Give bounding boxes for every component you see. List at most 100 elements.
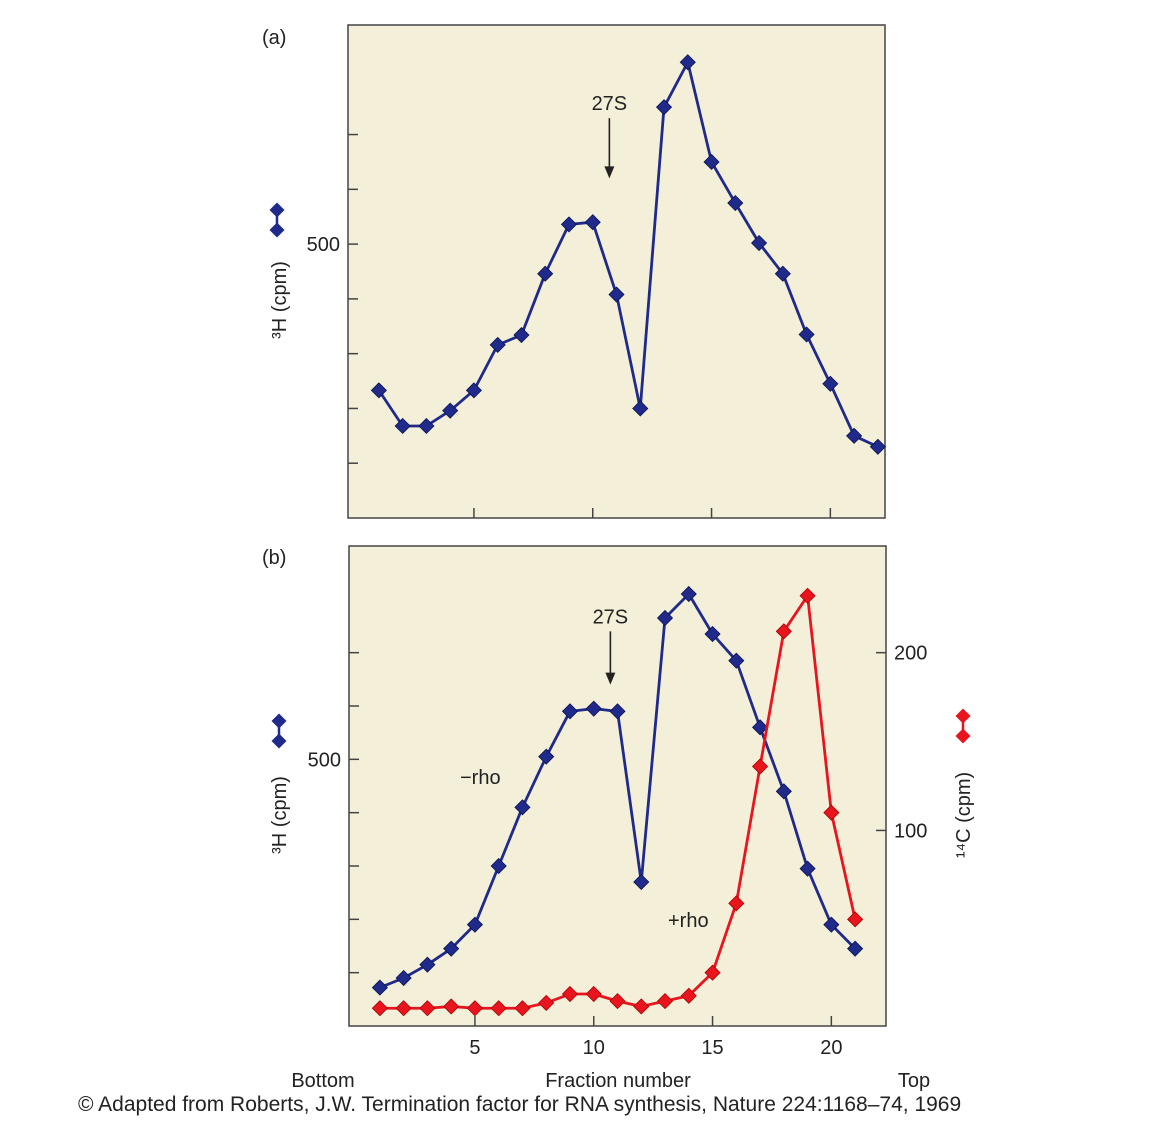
panel-b-series-0-point [585,700,602,717]
x-tick-label: 20 [820,1037,842,1059]
panel-b-series [371,585,864,1017]
panel-a-series-0-point [537,265,554,282]
x-axis-bottom-label: Bottom [291,1070,354,1092]
panel-a-ticks: 500 [307,133,832,518]
panel-b-series-1-point [561,985,579,1003]
panel-b-series-0-point [395,969,412,987]
series-label-plus-rho: +rho [668,910,709,932]
panel-a-series-0-point [774,265,791,282]
panel-b-series-1-point [466,1000,483,1017]
panel-b-legend-diamond-right-top [955,708,971,724]
panel-b-series-0-point [466,916,483,933]
panel-b-series-0-point [823,916,840,933]
panel-b-series-1-point [752,758,769,775]
panel-a-series-0-point [751,234,768,252]
panel-a-series-0-point [418,417,435,435]
panel-b-legend-diamond-left-bottom [271,733,287,749]
panel-a-series-0-point [869,438,886,455]
panel-b-legend-marker-right [955,708,971,744]
panel-a-series-0-point [703,153,720,171]
panel-b-y-tick-label: 500 [308,749,341,771]
panel-a-annotation-text: 27S [592,93,628,115]
panel-b-series-0-point [752,719,769,736]
panel-a-series-0-point [584,214,601,231]
panel-b-series-1-point [680,987,697,1004]
series-label-minus-rho: −rho [460,767,501,789]
panel-b-series-1-point [656,993,674,1010]
panel-b-series-0-point [633,873,650,891]
panel-b-series-1-point [490,1000,507,1017]
panel-a: (a) ³H (cpm) 500 27S [262,24,886,519]
panel-b-y-axis-label-right: ¹⁴C (cpm) [953,772,975,858]
panel-b-label: (b) [262,547,286,569]
panel-b-series-1-point [371,1000,388,1017]
panel-a-label: (a) [262,27,286,49]
panel-a-legend-diamond-top [269,202,285,218]
panel-b-series-0-point [775,783,792,800]
panel-b-series-0-point [656,609,674,627]
panel-b-series-0-point [609,703,626,720]
panel-b-series-1-point [799,587,816,604]
panel-a-annotation-27s: 27S [592,93,628,179]
panel-a-series-0-point [465,382,482,399]
panel-b-series-1-point [775,623,792,640]
panel-b-legend-diamond-left-top [271,713,287,729]
panel-b-annotation-27s: 27S [593,606,629,685]
panel-a-legend-diamond-bottom [269,222,285,238]
panel-a-series-0-point [822,375,839,392]
panel-b-series-0-point [371,979,388,996]
panel-a-series-0-point [513,326,530,344]
panel-a-series-0-point [655,99,673,116]
panel-b-annotation-text: 27S [593,606,629,628]
panel-b-series-0-point [799,860,816,877]
panel-a-series-0-point [608,286,625,303]
panel-b-series-1-point [443,998,460,1015]
panel-b-legend-diamond-right-bottom [955,728,971,744]
panel-b-series-0-point [419,956,436,973]
panel-b-series-0-point [847,940,864,957]
panel-b-series-1-point [538,994,555,1011]
panel-b-series-1-point [585,985,602,1003]
x-tick-label: 5 [469,1037,480,1059]
panel-b-series-1-point [514,1000,531,1017]
panel-a-series-0-point [798,326,815,343]
panel-b-series-0-point [443,940,460,957]
panel-b-plot-area [348,545,887,1027]
panel-b-y-right-tick-label: 200 [894,643,927,665]
x-axis-top-label: Top [898,1070,930,1092]
panel-b-series-1-point [633,998,650,1015]
panel-a-series-0-point [489,336,506,353]
panel-b-series-1-point [847,911,864,928]
x-tick-label: 15 [701,1037,723,1059]
panel-a-y-axis-label: ³H (cpm) [269,261,291,339]
panel-b-y-right-tick-label: 100 [894,820,927,842]
panel-b-ticks: 500 100 200 [308,643,927,1026]
panel-b-series-0-point [561,703,579,720]
panel-a-series-0-point [560,216,578,233]
panel-b-series-1-point [728,895,745,912]
panel-a-annotation-arrowhead [604,166,615,179]
x-axis-title: Fraction number [545,1070,691,1092]
panel-b-series-1-point [395,1000,412,1017]
panel-b-series-0-point [728,652,745,669]
panel-b: (b) ³H (cpm) ¹⁴C (cpm) 500 100 200 27S −rh… [262,545,975,1027]
panel-a-series-0-point [394,417,411,435]
panel-b-series-0-point [514,799,531,816]
panel-b-series-0-point [680,585,697,603]
panel-a-series [370,54,886,455]
panel-b-series-1-point [609,993,626,1010]
panel-a-series-0-point [846,427,863,444]
panel-b-series-1-point [419,1000,436,1017]
panel-a-series-0-point [727,194,744,212]
panel-b-y-axis-label-left: ³H (cpm) [269,776,291,854]
panel-b-series-0-point [490,857,507,875]
panel-a-series-0-point [442,402,459,419]
panel-a-series-0-point [679,54,696,71]
panel-a-legend-marker [269,202,285,238]
panel-a-series-0-point [370,382,387,399]
panel-b-series-0-point [704,625,721,643]
panel-a-series-0-point [632,400,649,417]
figure-credit: © Adapted from Roberts, J.W. Termination… [78,1093,962,1116]
panel-b-series-0-point [538,748,555,765]
